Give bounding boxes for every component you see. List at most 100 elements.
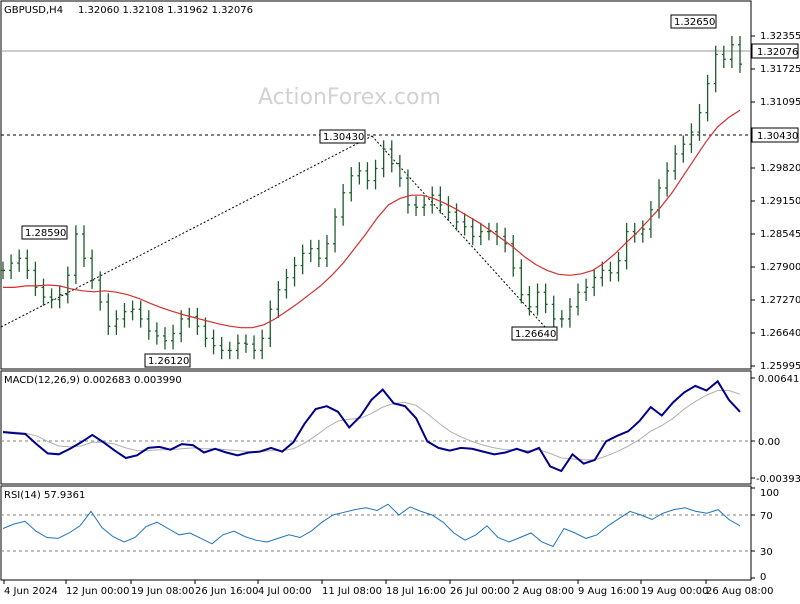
price-bar <box>503 227 508 253</box>
price-bar <box>138 300 143 328</box>
price-bar <box>381 140 386 178</box>
annotation-high-1.28590: 1.28590 <box>21 225 68 240</box>
symbol-label: GBPUSD,H4 <box>4 5 63 16</box>
current-price-box: 1.32076 <box>751 43 799 59</box>
y-tick-label: 100 <box>760 488 779 499</box>
rsi-panel-frame <box>0 485 752 581</box>
x-tick-label: 19 Aug 00:00 <box>641 586 708 597</box>
x-tick-label: 11 Jul 08:00 <box>322 586 382 597</box>
price-bar <box>697 103 702 141</box>
price-bar <box>648 201 653 238</box>
price-bar <box>1 261 5 280</box>
price-bar <box>422 196 427 217</box>
x-tick-label: 9 Aug 16:00 <box>578 586 639 597</box>
price-bar <box>49 288 54 309</box>
macd-signal-line <box>2 390 741 461</box>
price-bar <box>195 307 200 335</box>
rsi-y-axis: 100 70 30 0 <box>751 487 779 583</box>
price-bar <box>478 222 483 246</box>
price-bar <box>349 167 354 202</box>
price-bar <box>41 278 46 306</box>
y-tick-label: 1.29150 <box>760 196 800 207</box>
price-bar <box>567 298 572 328</box>
main-panel-frame <box>0 0 752 370</box>
price-bar <box>640 220 645 243</box>
main-y-axis: 1.32355 1.31725 1.31095 1.29820 1.29150 … <box>751 31 800 372</box>
price-bar <box>252 335 257 360</box>
price-bar <box>219 336 224 360</box>
x-tick-label: 26 Aug 08:00 <box>706 586 773 597</box>
x-tick-label: 26 Jul 00:00 <box>450 586 510 597</box>
x-tick-label: 2 Aug 08:00 <box>513 586 574 597</box>
x-tick-label: 19 Jun 08:00 <box>131 586 195 597</box>
price-bar <box>9 254 14 280</box>
price-bar <box>373 159 378 190</box>
price-bar <box>665 162 670 197</box>
price-bar <box>657 179 662 219</box>
price-bar <box>535 283 540 316</box>
price-bar <box>284 268 289 299</box>
annotation-label: 1.26640 <box>515 329 556 340</box>
x-axis: 4 Jun 2024 12 Jun 00:00 19 Jun 08:00 26 Jun… <box>3 580 773 597</box>
price-bar <box>33 261 38 297</box>
price-bar <box>446 196 451 221</box>
annotation-high-1.32650: 1.32650 <box>670 14 717 29</box>
y-tick-label: 1.31725 <box>760 64 800 75</box>
price-bar <box>203 317 208 348</box>
rsi-title: RSI(14) 57.9361 <box>4 490 85 501</box>
y-tick-label: 1.31095 <box>760 97 800 108</box>
watermark: ActionForex.com <box>258 85 441 110</box>
y-tick-label: 1.27270 <box>760 295 800 306</box>
price-bar <box>276 281 281 318</box>
price-bar <box>608 261 613 282</box>
y-tick-label: 0.006413 <box>758 374 800 385</box>
x-tick-label: 12 Jun 00:00 <box>66 586 130 597</box>
y-tick-label: 1.28545 <box>760 229 800 240</box>
y-tick-label: 0 <box>760 572 766 583</box>
price-bar <box>122 302 127 328</box>
macd-panel-frame <box>0 370 752 485</box>
price-bar <box>227 341 232 360</box>
price-bar <box>738 36 742 73</box>
price-bar <box>154 322 159 345</box>
y-tick-label: 30 <box>760 547 773 558</box>
ohlc-label: 1.32060 1.32108 1.31962 1.32076 <box>78 5 253 16</box>
y-tick-label: 1.27900 <box>760 262 800 273</box>
price-bar <box>438 186 443 214</box>
price-bar <box>187 307 192 328</box>
price-bar <box>729 36 734 69</box>
moving-average-line <box>3 109 741 329</box>
price-bar <box>292 256 297 287</box>
y-tick-label: 1.29820 <box>760 163 800 174</box>
price-bar <box>365 162 370 190</box>
y-tick-label: 70 <box>760 511 773 522</box>
price-bar <box>73 225 78 284</box>
price-bar <box>673 145 678 180</box>
price-bar <box>17 249 22 272</box>
annotation-low-1.26640: 1.26640 <box>511 326 558 341</box>
price-bar <box>268 300 273 348</box>
price-bar <box>592 268 597 297</box>
y-tick-label: 1.25995 <box>760 361 800 372</box>
price-bar <box>600 261 605 287</box>
price-bar <box>414 196 419 217</box>
price-bar <box>146 310 151 340</box>
price-bar <box>551 295 556 328</box>
price-bar <box>243 334 248 353</box>
price-bar <box>405 169 410 214</box>
price-bar <box>106 293 111 335</box>
x-tick-label: 4 Jun 2024 <box>4 586 58 597</box>
rsi-line <box>2 503 741 548</box>
price-bar <box>316 239 321 268</box>
price-bar <box>65 266 70 304</box>
price-bar <box>470 217 475 246</box>
price-bar <box>430 186 435 214</box>
price-bar <box>721 45 726 69</box>
price-bar <box>90 249 95 289</box>
annotation-label: 1.32650 <box>674 17 715 28</box>
level-price-box: 1.30430 <box>751 127 799 143</box>
y-tick-label: -0.003938 <box>756 474 800 485</box>
price-bar <box>171 324 176 350</box>
